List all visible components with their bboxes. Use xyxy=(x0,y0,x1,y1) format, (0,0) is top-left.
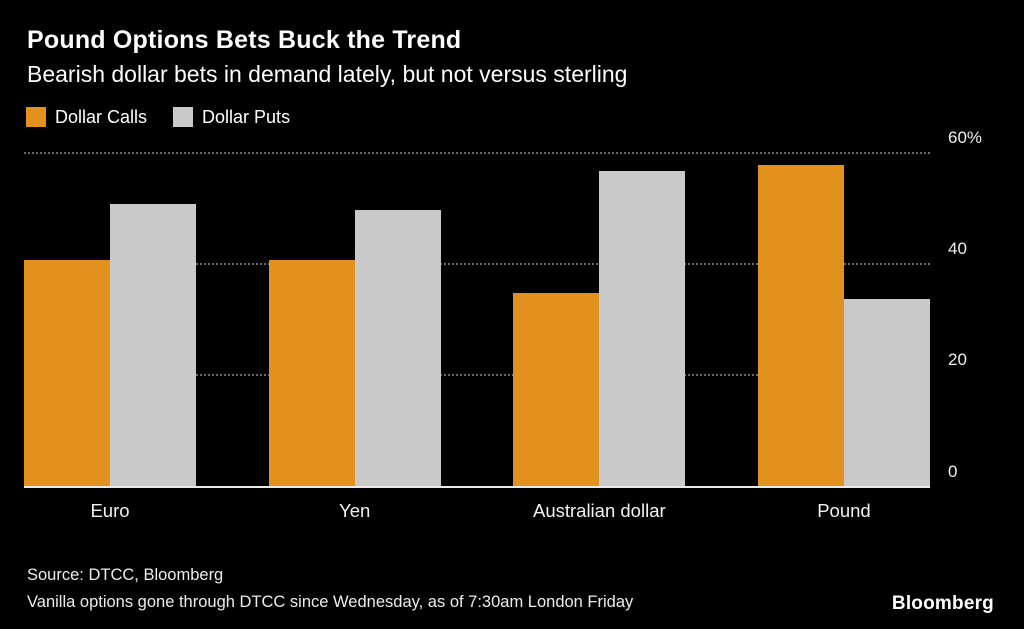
y-tick-label-60: 60% xyxy=(948,127,983,147)
footer: Source: DTCC, Bloomberg Vanilla options … xyxy=(0,562,1024,615)
chart-subtitle: Bearish dollar bets in demand lately, bu… xyxy=(27,60,628,87)
bar-dollar-puts-pound xyxy=(843,298,930,488)
y-tick-label-20: 20 xyxy=(948,350,967,370)
chart-area: 0 20 40 60% xyxy=(24,128,982,488)
legend-item-dollar-puts: Dollar Puts xyxy=(173,107,290,128)
bar-group-pound xyxy=(757,143,930,488)
bar-dollar-puts-australian-dollar xyxy=(599,170,686,488)
gridline-20 xyxy=(24,374,930,377)
legend-label-dollar-calls: Dollar Calls xyxy=(55,106,148,127)
legend-swatch-dollar-calls xyxy=(26,107,46,128)
legend-label-dollar-puts: Dollar Puts xyxy=(202,106,291,127)
bar-group-australian-dollar xyxy=(513,143,686,488)
legend-item-dollar-calls: Dollar Calls xyxy=(26,107,147,128)
bar-dollar-calls-euro xyxy=(24,259,110,488)
bar-group-euro xyxy=(24,143,196,488)
x-label-pound: Pound xyxy=(817,499,871,521)
x-axis-labels: Euro Yen Australian dollar Pound xyxy=(24,500,930,522)
x-label-yen: Yen xyxy=(339,499,371,521)
x-label-euro: Euro xyxy=(90,499,130,521)
y-axis: 0 20 40 60% xyxy=(930,128,1022,488)
chart-title: Pound Options Bets Buck the Trend xyxy=(27,26,462,54)
gridline-40 xyxy=(24,263,930,266)
bar-groups xyxy=(24,143,930,488)
gridline-60 xyxy=(24,151,930,154)
bar-dollar-calls-pound xyxy=(757,165,844,488)
bar-dollar-puts-yen xyxy=(354,209,441,488)
plot-area xyxy=(24,143,930,488)
bloomberg-logo: Bloomberg xyxy=(891,593,994,614)
x-axis-baseline xyxy=(24,485,930,488)
x-label-australian-dollar: Australian dollar xyxy=(532,499,666,521)
bar-group-yen xyxy=(268,143,441,488)
bar-dollar-calls-yen xyxy=(268,259,355,488)
source-note: Source: DTCC, Bloomberg Vanilla options … xyxy=(27,562,633,615)
source-line: Source: DTCC, Bloomberg xyxy=(27,566,224,585)
bar-dollar-puts-euro xyxy=(110,203,196,488)
y-tick-label-0: 0 xyxy=(948,461,958,481)
chart-header: Pound Options Bets Buck the Trend Bearis… xyxy=(0,0,1024,88)
legend: Dollar Calls Dollar Puts xyxy=(0,88,1024,128)
y-tick-label-40: 40 xyxy=(948,239,967,259)
legend-swatch-dollar-puts xyxy=(173,107,194,128)
note-line: Vanilla options gone through DTCC since … xyxy=(27,592,634,611)
bar-dollar-calls-australian-dollar xyxy=(513,293,600,488)
